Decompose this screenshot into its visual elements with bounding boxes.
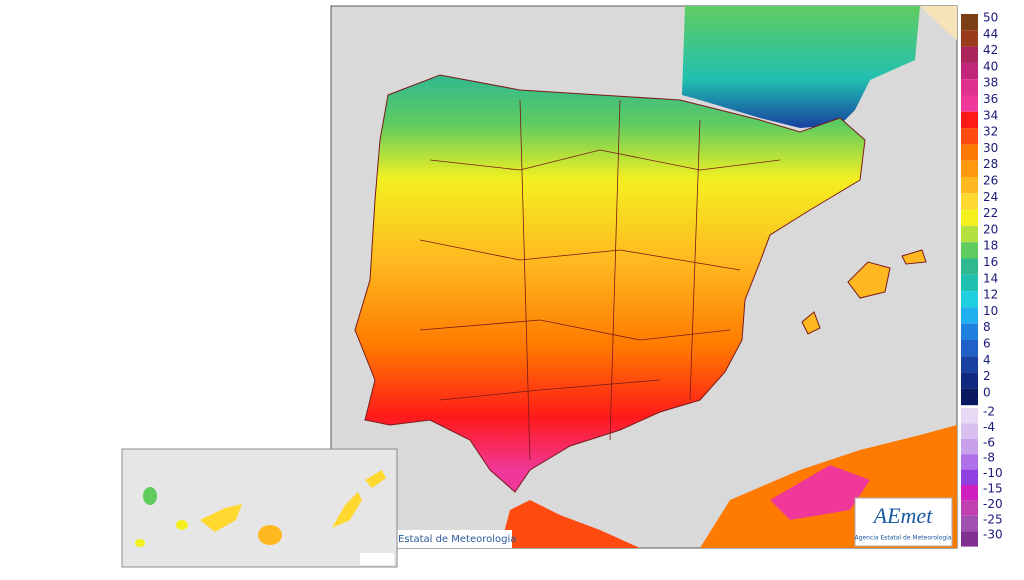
- island-el-hierro: [135, 539, 145, 547]
- legend-label: 30: [983, 141, 998, 155]
- legend-label: 36: [983, 92, 998, 106]
- ibiza: [801, 311, 821, 335]
- legend-swatch: [961, 454, 978, 470]
- legend-swatch: [961, 307, 978, 324]
- legend-swatch: [961, 485, 978, 501]
- legend-label: -2: [983, 405, 995, 419]
- legend-swatch: [961, 356, 978, 373]
- italy-region: [920, 6, 957, 40]
- legend-swatch: [961, 193, 978, 210]
- footer-text: Estatal de Meteorologia: [398, 534, 516, 545]
- legend-swatch: [961, 340, 978, 357]
- inset-logo: [360, 553, 394, 565]
- legend-swatch: [961, 128, 978, 145]
- morocco-north: [500, 500, 640, 548]
- legend-label: 24: [983, 190, 998, 204]
- france-region: [682, 6, 920, 128]
- legend-swatch: [961, 500, 978, 516]
- legend-swatch: [961, 408, 978, 424]
- legend-label: -25: [983, 512, 1003, 526]
- legend-label: 10: [983, 304, 998, 318]
- legend-swatch: [961, 372, 978, 389]
- legend-swatch: [961, 160, 978, 177]
- legend-label: -8: [983, 451, 995, 465]
- color-legend: 5044424038363432302826242220181614121086…: [961, 11, 1003, 547]
- province-borders: [419, 99, 781, 461]
- island-tenerife: [200, 504, 242, 532]
- island-la-gomera: [176, 520, 188, 530]
- legend-label: 0: [983, 385, 991, 399]
- legend-swatch: [961, 144, 978, 161]
- legend-swatch: [961, 291, 978, 308]
- legend-label: 20: [983, 222, 998, 236]
- legend-swatch: [961, 46, 978, 63]
- legend-label: 26: [983, 174, 998, 188]
- atlas-hot: [770, 465, 870, 520]
- legend-label: 42: [983, 43, 998, 57]
- legend-swatch: [961, 423, 978, 439]
- legend-swatch: [961, 469, 978, 485]
- legend-swatch: [961, 388, 978, 406]
- legend-label: 32: [983, 125, 998, 139]
- legend-label: 2: [983, 369, 991, 383]
- legend-label: 40: [983, 59, 998, 73]
- legend-label: 16: [983, 255, 998, 269]
- legend-swatch: [961, 30, 978, 47]
- legend-label: -30: [983, 528, 1003, 542]
- legend-swatch: [961, 515, 978, 532]
- legend-label: -10: [983, 466, 1003, 480]
- legend-label: -15: [983, 482, 1003, 496]
- legend-swatch: [961, 242, 978, 259]
- legend-label: -6: [983, 435, 995, 449]
- legend-swatch: [961, 177, 978, 194]
- legend-swatch: [961, 62, 978, 80]
- island-fuerteventura: [332, 492, 362, 528]
- legend-label: 6: [983, 337, 991, 351]
- iberia-region: [354, 74, 866, 493]
- legend-swatch: [961, 79, 978, 96]
- island-lanzarote: [365, 470, 386, 488]
- legend-label: -20: [983, 497, 1003, 511]
- legend-label: 22: [983, 206, 998, 220]
- footer-strip: [396, 530, 512, 548]
- island-gran-canaria: [258, 525, 282, 545]
- legend-swatch: [961, 438, 978, 455]
- legend-swatch: [961, 95, 978, 112]
- island-la-palma: [143, 487, 157, 505]
- menorca: [901, 249, 927, 265]
- legend-label: 44: [983, 27, 998, 41]
- legend-label: 14: [983, 271, 998, 285]
- legend-label: 38: [983, 76, 998, 90]
- legend-swatch: [961, 531, 978, 547]
- legend-label: 28: [983, 157, 998, 171]
- mallorca: [847, 261, 891, 299]
- legend-label: 18: [983, 239, 998, 253]
- logo-box: [854, 497, 953, 547]
- legend-swatch: [961, 14, 978, 31]
- logo-name: AEmet: [872, 503, 934, 528]
- legend-swatch: [961, 225, 978, 243]
- legend-swatch: [961, 323, 978, 340]
- legend-swatch: [961, 209, 978, 226]
- legend-label: 50: [983, 11, 998, 25]
- logo-subtitle: Agencia Estatal de Meteorología: [855, 535, 952, 542]
- legend-label: -4: [983, 420, 995, 434]
- legend-label: 4: [983, 353, 991, 367]
- legend-swatch: [961, 111, 978, 129]
- legend-label: 34: [983, 108, 998, 122]
- legend-label: 8: [983, 320, 991, 334]
- legend-swatch: [961, 258, 978, 275]
- legend-swatch: [961, 274, 978, 292]
- legend-label: 12: [983, 288, 998, 302]
